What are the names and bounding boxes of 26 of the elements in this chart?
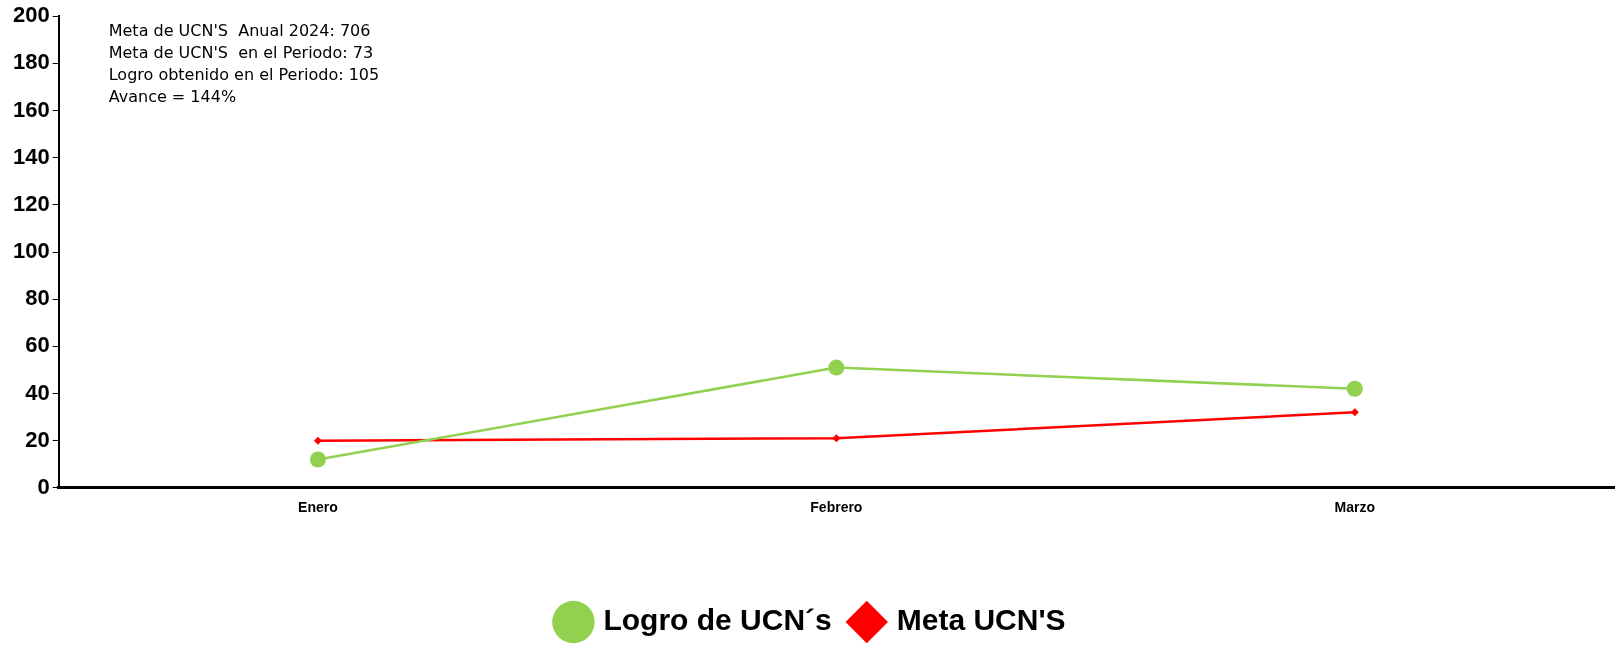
legend-label: Meta UCN'S — [896, 603, 1066, 637]
y-tick-label: 0 — [37, 473, 50, 499]
y-tick-label: 140 — [12, 143, 50, 169]
x-tick-label: Febrero — [810, 499, 863, 516]
point — [1350, 408, 1359, 417]
annotation: Logro obtenido en el Periodo: 105 — [108, 65, 380, 85]
y-tick-label: 60 — [25, 332, 50, 358]
x-tick-label: Marzo — [1334, 499, 1376, 516]
y-tick-label: 180 — [12, 49, 50, 75]
y-tick-label: 80 — [25, 285, 50, 311]
annotation: Meta de UCN'S en el Periodo: 73 — [108, 43, 374, 63]
point — [828, 359, 845, 376]
point — [832, 434, 841, 443]
point — [1346, 380, 1363, 397]
legend-label: Logro de UCN´s — [603, 603, 832, 637]
x-tick-label: Enero — [298, 499, 338, 516]
y-tick-label: 120 — [12, 190, 50, 216]
point — [309, 451, 326, 468]
point — [313, 436, 322, 445]
y-tick-label: 40 — [25, 379, 50, 405]
annotation: Avance = 144% — [108, 87, 237, 107]
y-tick-label: 100 — [12, 238, 50, 264]
y-tick-label: 200 — [12, 2, 50, 28]
y-tick-label: 20 — [25, 426, 50, 452]
annotation: Meta de UCN'S Anual 2024: 706 — [108, 21, 371, 41]
y-tick-label: 160 — [12, 96, 50, 122]
